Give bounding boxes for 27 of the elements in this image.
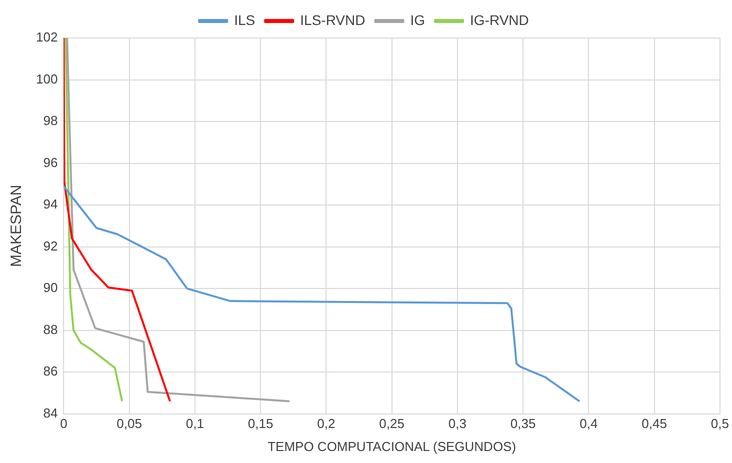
legend-label: IG-RVND: [470, 12, 529, 28]
y-tick-label: 100: [36, 71, 58, 86]
x-tick-label: 0,35: [510, 416, 536, 432]
x-tick-label: 0,5: [710, 416, 730, 432]
y-tick-label: 88: [43, 322, 58, 337]
y-tick-label: 98: [43, 113, 58, 128]
y-tick-label: 90: [43, 280, 58, 296]
y-tick-label: 92: [43, 238, 58, 254]
x-tick-label: 0,1: [186, 416, 204, 432]
x-tick-label: 0,4: [580, 416, 598, 432]
y-tick-label: 84: [43, 405, 58, 420]
x-tick-label: 0,25: [379, 416, 404, 432]
x-tick-label: 0,05: [116, 416, 142, 432]
x-tick-label: 0,3: [448, 416, 466, 432]
legend-label: IG: [410, 12, 426, 28]
x-tick-label: 0,15: [248, 416, 274, 432]
legend-label: ILS: [234, 12, 256, 28]
x-tick-label: 0: [60, 416, 68, 432]
x-tick-label: 0,45: [642, 416, 667, 432]
x-tick-label: 0,2: [317, 416, 336, 432]
y-tick-label: 86: [43, 364, 58, 379]
y-tick-label: 94: [43, 196, 58, 212]
y-tick-label: 102: [36, 30, 58, 45]
y-axis-title: MAKESPAN: [8, 184, 26, 268]
legend-label: ILS-RVND: [300, 12, 366, 28]
x-axis-title: TEMPO COMPUTACIONAL (SEGUNDOS): [268, 438, 516, 454]
y-tick-label: 96: [43, 154, 58, 170]
